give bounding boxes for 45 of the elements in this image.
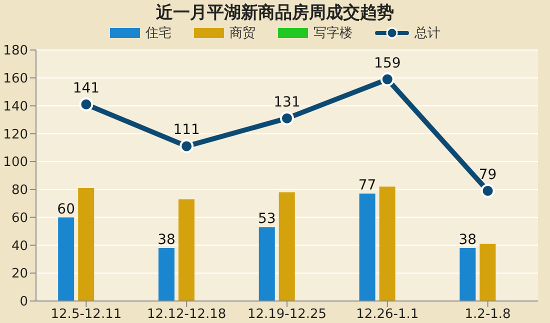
bar xyxy=(278,192,295,301)
y-tick-label: 180 xyxy=(3,44,28,59)
y-tick-label: 100 xyxy=(3,155,28,170)
data-label: 141 xyxy=(72,80,100,96)
y-tick-label: 40 xyxy=(11,238,28,254)
bar xyxy=(78,188,94,301)
bar xyxy=(379,186,396,301)
data-label: 79 xyxy=(478,166,497,183)
legend-label: 商贸 xyxy=(230,25,256,42)
y-tick-label: 80 xyxy=(11,183,28,198)
x-tick-label: 12.12-12.18 xyxy=(147,307,226,322)
y-tick-label: 20 xyxy=(11,266,28,282)
y-tick-label: 140 xyxy=(3,99,28,114)
data-label: 38 xyxy=(158,232,176,248)
legend-label: 写字楼 xyxy=(314,25,352,42)
data-label: 159 xyxy=(374,55,401,72)
data-label: 131 xyxy=(274,94,300,110)
point xyxy=(79,97,94,112)
bar xyxy=(178,199,194,301)
data-label: 111 xyxy=(173,122,200,138)
data-label: 60 xyxy=(57,201,75,218)
y-tick-label: 60 xyxy=(11,210,28,226)
bar xyxy=(158,248,174,301)
x-tick-label: 12.19-12.25 xyxy=(247,307,327,322)
legend-label: 总计 xyxy=(414,25,440,42)
x-tick-label: 1.2-1.8 xyxy=(464,307,511,322)
chart-title: 近一月平湖新商品房周成交趋势 xyxy=(155,2,395,24)
point xyxy=(380,72,394,86)
legend-label: 住宅 xyxy=(146,25,172,42)
bar xyxy=(359,194,376,301)
bar xyxy=(460,248,476,301)
data-label: 38 xyxy=(458,232,477,248)
x-tick-label: 12.5-12.11 xyxy=(50,307,122,322)
point xyxy=(180,139,194,154)
bar xyxy=(480,244,496,301)
x-tick-label: 12.26-1.1 xyxy=(356,307,419,322)
y-tick-label: 160 xyxy=(3,72,28,87)
y-tick-label: 120 xyxy=(3,127,28,142)
y-tick-label: 0 xyxy=(20,294,28,310)
bar xyxy=(258,227,275,301)
point xyxy=(480,184,495,198)
bar xyxy=(58,217,74,301)
data-label: 53 xyxy=(258,211,276,228)
point xyxy=(280,111,294,126)
data-label: 77 xyxy=(358,178,376,194)
